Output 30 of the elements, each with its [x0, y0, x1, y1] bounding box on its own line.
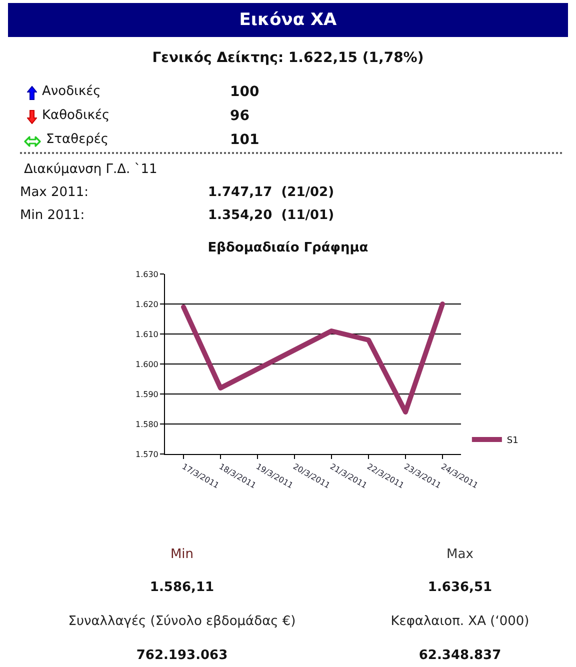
y-tick-label: 1.590: [135, 390, 158, 399]
text: Min: [170, 547, 194, 563]
y-tick-label: 1.580: [135, 420, 158, 429]
text: Max 2011:: [20, 185, 88, 201]
text: 101: [230, 132, 260, 148]
y-tick-label: 1.570: [135, 450, 158, 459]
text: Σταθερές: [46, 132, 108, 148]
text: 1.586,11: [150, 580, 214, 596]
y-tick-label: 1.630: [135, 270, 158, 279]
text: 1.354,20 (11/01): [208, 208, 334, 224]
text: Max: [446, 547, 474, 563]
text: 762.193.063: [136, 648, 228, 664]
text: 1.747,17 (21/02): [208, 185, 334, 201]
text: Εικόνα ΧΑ: [8, 3, 568, 37]
chart-title: Εβδομαδιαίο Γράφημα: [208, 240, 368, 256]
text: Συναλλαγές (Σύνολο εβδομάδας €): [68, 614, 296, 630]
text: Κεφαλαιοπ. ΧΑ (‘000): [390, 614, 530, 630]
legend-label: S1: [506, 436, 518, 446]
y-tick-label: 1.600: [135, 360, 158, 369]
text: Min 2011:: [20, 208, 85, 224]
text: Γενικός Δείκτης: 1.622,15 (1,78%): [152, 50, 424, 66]
y-tick-label: 1.610: [135, 330, 158, 339]
text: Καθοδικές: [42, 108, 110, 124]
y-tick-label: 1.620: [135, 300, 158, 309]
text: 96: [230, 108, 250, 124]
text: 100: [230, 84, 260, 100]
text: 1.636,51: [428, 580, 492, 596]
text: Ανοδικές: [42, 84, 101, 100]
text: Διακύμανση Γ.Δ. `11: [24, 162, 158, 178]
text: 62.348.837: [418, 648, 502, 664]
